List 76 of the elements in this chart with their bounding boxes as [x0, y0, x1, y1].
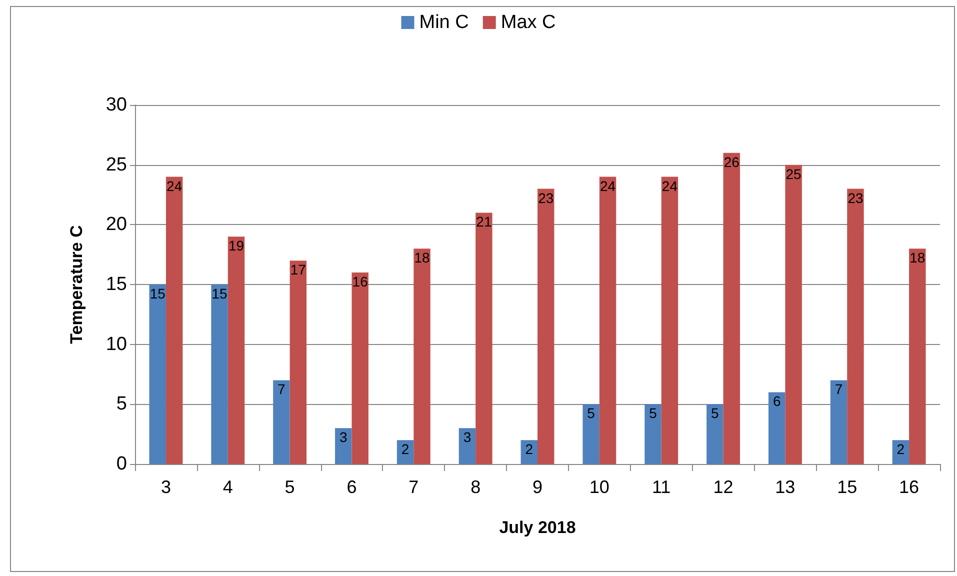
x-tick-label: 10	[589, 477, 610, 497]
data-label: 18	[414, 250, 430, 266]
bar	[166, 176, 183, 464]
data-label: 5	[587, 405, 596, 422]
data-label: 25	[786, 166, 802, 182]
y-tick-label: 20	[106, 214, 127, 236]
data-label: 21	[476, 214, 492, 230]
bar	[706, 404, 724, 464]
data-label: 2	[525, 441, 534, 458]
data-label: 17	[290, 262, 306, 278]
x-tick-label: 7	[408, 477, 419, 497]
y-axis-title: Temperature C	[67, 225, 86, 344]
bar	[599, 176, 616, 464]
data-label: 2	[401, 441, 410, 458]
data-label: 5	[649, 405, 658, 422]
bar	[273, 380, 290, 464]
bar	[476, 212, 492, 464]
bar	[520, 440, 538, 464]
legend-label: Min C	[419, 12, 469, 33]
data-label: 24	[600, 178, 616, 194]
x-tick-label: 15	[837, 477, 858, 497]
bar	[785, 164, 802, 464]
bar	[892, 440, 910, 464]
bar	[396, 440, 414, 464]
data-label: 18	[910, 250, 926, 266]
y-tick-label: 10	[106, 334, 127, 355]
y-tick-label: 30	[106, 94, 127, 116]
data-label: 6	[772, 393, 781, 410]
data-label: 3	[463, 429, 472, 446]
bar	[768, 392, 786, 464]
bar	[228, 236, 245, 464]
bar	[644, 404, 662, 464]
bar	[290, 260, 307, 464]
x-tick-label: 3	[160, 477, 171, 497]
bar	[847, 188, 864, 464]
x-tick-label: 4	[222, 477, 233, 497]
data-label: 7	[278, 381, 286, 398]
bar	[458, 428, 476, 464]
x-tick-label: 9	[532, 477, 543, 497]
bar	[582, 404, 600, 464]
y-tick-label: 0	[116, 454, 127, 474]
data-label: 24	[166, 178, 182, 194]
bar	[352, 272, 368, 464]
bar	[149, 284, 166, 464]
bar	[538, 188, 554, 464]
bar	[211, 284, 228, 464]
data-label: 15	[150, 286, 166, 302]
data-label: 5	[711, 405, 720, 422]
x-tick-label: 12	[713, 477, 734, 497]
data-label: 15	[212, 286, 228, 302]
data-label: 7	[834, 381, 843, 398]
data-label: 26	[724, 154, 740, 170]
x-tick-label: 6	[346, 477, 357, 497]
bar	[830, 380, 848, 464]
bar	[335, 428, 352, 464]
x-tick-label: 8	[470, 477, 481, 497]
x-tick-label: 5	[284, 477, 295, 497]
data-label: 3	[339, 429, 348, 446]
bar	[661, 176, 678, 464]
y-tick-label: 5	[116, 394, 127, 415]
y-tick-label: 15	[106, 274, 127, 295]
x-tick-label: 13	[775, 477, 796, 497]
x-tick-label: 16	[899, 477, 920, 497]
data-label: 24	[662, 178, 678, 194]
data-label: 2	[896, 441, 905, 458]
data-label: 16	[352, 274, 368, 290]
x-axis-title: July 2018	[499, 518, 576, 537]
bar	[723, 152, 740, 464]
y-tick-label: 25	[106, 154, 127, 176]
data-label: 23	[538, 190, 554, 206]
data-label: 23	[848, 190, 864, 206]
data-label: 19	[228, 238, 244, 254]
bar	[909, 248, 926, 464]
legend-label: Max C	[500, 12, 556, 33]
x-tick-label: 11	[652, 477, 671, 497]
bar	[414, 248, 430, 464]
